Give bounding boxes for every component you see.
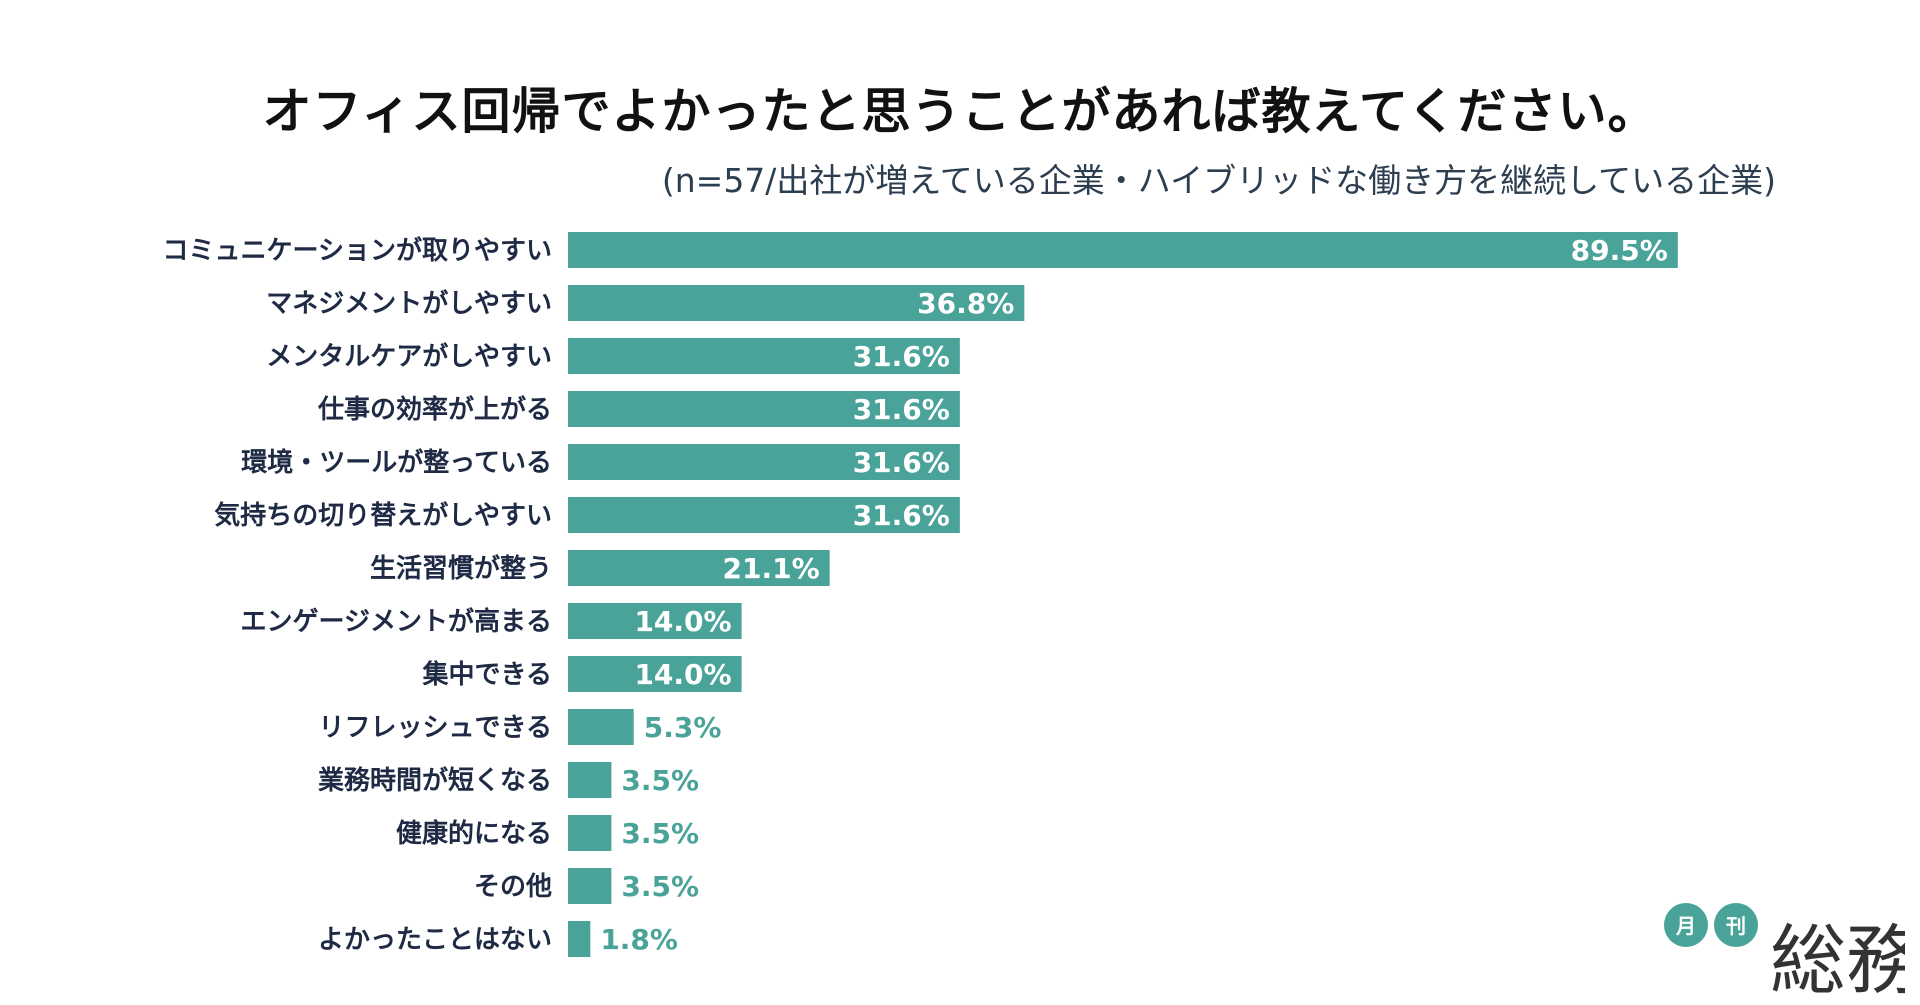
bar [568, 497, 960, 533]
chart-title: オフィス回帰でよかったと思うことがあれば教えてください。 [262, 83, 1658, 140]
logo-main-text: 総務 [1770, 916, 1905, 995]
chart-subtitle: (n=57/出社が増えている企業・ハイブリッドな働き方を継続している企業) [661, 161, 1776, 200]
category-label: マネジメントがしやすい [266, 288, 552, 319]
value-label: 1.8% [600, 923, 678, 956]
category-label: 業務時間が短くなる [318, 765, 552, 796]
value-label: 3.5% [621, 764, 699, 797]
bar [568, 815, 612, 851]
bar [568, 285, 1025, 321]
value-label: 31.6% [853, 446, 950, 479]
value-label: 5.3% [644, 711, 722, 744]
bar [568, 232, 1678, 268]
bar [568, 762, 612, 798]
bar [568, 709, 634, 745]
category-label: 環境・ツールが整っている [241, 447, 552, 478]
value-label: 14.0% [634, 658, 731, 691]
logo-char-1: 月 [1675, 914, 1696, 938]
logo-circle-2 [1714, 903, 1758, 947]
logo-char-2: 刊 [1726, 914, 1746, 938]
value-label: 31.6% [853, 393, 950, 426]
category-label: エンゲージメントが高まる [241, 606, 552, 637]
category-label: 生活習慣が整う [370, 553, 552, 584]
category-label: 気持ちの切り替えがしやすい [214, 500, 552, 531]
value-label: 3.5% [621, 870, 699, 903]
value-label: 14.0% [634, 605, 731, 638]
category-label: 健康的になる [396, 818, 552, 849]
bar [568, 444, 960, 480]
value-label: 89.5% [1571, 234, 1668, 267]
value-label: 31.6% [853, 340, 950, 373]
bar [568, 338, 960, 374]
value-label: 3.5% [621, 817, 699, 850]
category-label: リフレッシュできる [319, 713, 552, 743]
category-label: 仕事の効率が上がる [317, 394, 552, 425]
category-label: その他 [474, 872, 552, 902]
bar [568, 656, 742, 692]
bar [568, 603, 742, 639]
gekkan-soumu-logo: 月 刊 総務 [1664, 903, 1905, 995]
category-label: メンタルケアがしやすい [266, 341, 552, 372]
bar [568, 550, 830, 586]
bar [568, 391, 960, 427]
category-label: よかったことはない [318, 925, 552, 955]
category-label: コミュニケーションが取りやすい [163, 235, 552, 266]
logo-circle-1 [1664, 903, 1708, 947]
value-label: 31.6% [853, 499, 950, 532]
value-label: 36.8% [917, 287, 1014, 320]
value-label: 21.1% [722, 552, 819, 585]
bar [568, 868, 612, 904]
bar [568, 921, 591, 957]
category-label: 集中できる [422, 659, 552, 690]
